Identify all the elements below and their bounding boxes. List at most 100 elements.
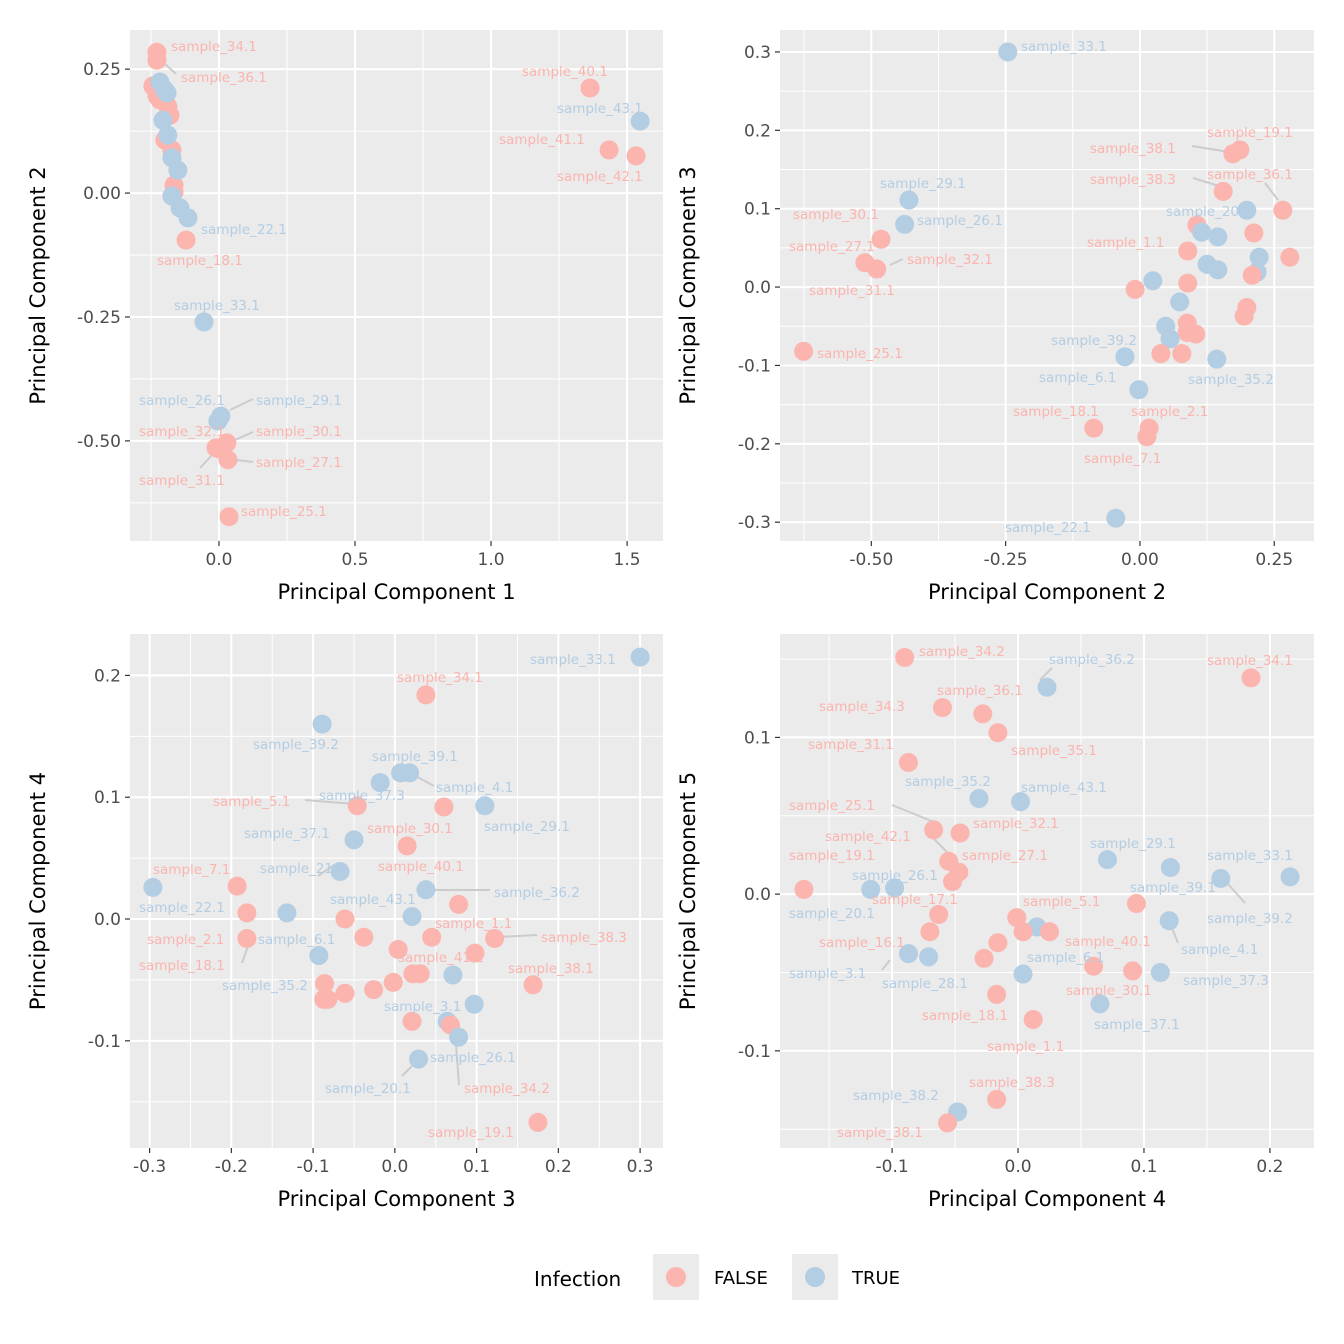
data-point-true bbox=[998, 42, 1018, 62]
label-leader-line bbox=[236, 459, 254, 463]
point-label: sample_18.1 bbox=[157, 253, 243, 269]
data-point-false bbox=[1178, 273, 1198, 293]
panel-1: 0.0 0.5 1.0 1.5 0.25 0.00 -0.25 -0.50 Principal … bbox=[26, 30, 663, 604]
point-label: sample_31.1 bbox=[809, 283, 895, 299]
data-point-false bbox=[147, 50, 167, 70]
data-point-false bbox=[1040, 922, 1060, 942]
data-point-true bbox=[885, 878, 905, 898]
x-axis-title: Principal Component 2 bbox=[928, 580, 1166, 604]
data-point-false bbox=[364, 980, 384, 1000]
point-label: sample_4.1 bbox=[436, 780, 513, 796]
data-point-false bbox=[626, 146, 646, 166]
data-point-false bbox=[794, 879, 814, 899]
data-point-false bbox=[318, 989, 338, 1009]
data-point-true bbox=[1211, 868, 1231, 888]
data-point-true bbox=[1208, 260, 1228, 280]
data-point-false bbox=[1178, 241, 1198, 261]
data-point-false bbox=[1280, 247, 1300, 267]
y-tick-label: -0.1 bbox=[738, 356, 771, 376]
y-tick-label: 0.0 bbox=[744, 278, 771, 298]
data-point-true bbox=[312, 714, 332, 734]
point-label: sample_18.1 bbox=[922, 1008, 1008, 1024]
data-point-false bbox=[924, 820, 944, 840]
point-label: sample_35.1 bbox=[1011, 743, 1097, 759]
x-tick-label: 0.5 bbox=[341, 550, 368, 570]
x-tick-label: 0.2 bbox=[545, 1157, 572, 1177]
data-point-false bbox=[1137, 427, 1157, 447]
point-label: sample_43.1 bbox=[557, 101, 643, 117]
point-label: sample_36.1 bbox=[937, 683, 1023, 699]
x-tick-label: -0.1 bbox=[297, 1157, 330, 1177]
data-point-false bbox=[523, 975, 543, 995]
y-axis-title: Principal Component 5 bbox=[676, 772, 700, 1010]
x-tick-label: 0.2 bbox=[1256, 1157, 1283, 1177]
data-point-true bbox=[1280, 867, 1300, 887]
point-label: sample_31.1 bbox=[808, 737, 894, 753]
y-tick-label: 0.1 bbox=[94, 788, 121, 808]
x-tick-label: -0.3 bbox=[133, 1157, 166, 1177]
point-label: sample_20.1 bbox=[1166, 204, 1252, 220]
point-label: sample_39.2 bbox=[1051, 333, 1137, 349]
point-label: sample_34.2 bbox=[464, 1081, 550, 1097]
point-label: sample_30.1 bbox=[1066, 983, 1152, 999]
data-point-false bbox=[422, 927, 442, 947]
point-label: sample_39.1 bbox=[1130, 880, 1216, 896]
data-point-false bbox=[237, 903, 257, 923]
point-label: sample_40.1 bbox=[522, 64, 608, 80]
data-point-true bbox=[443, 965, 463, 985]
point-label: sample_1.1 bbox=[435, 916, 512, 932]
point-label: sample_30.1 bbox=[793, 207, 879, 223]
label-leader-line bbox=[1171, 927, 1179, 944]
point-label: sample_38.1 bbox=[1090, 141, 1176, 157]
x-tick-label: 1.0 bbox=[478, 550, 505, 570]
point-label: sample_30.1 bbox=[256, 424, 342, 440]
data-point-false bbox=[1126, 894, 1146, 914]
data-point-false bbox=[237, 929, 257, 949]
point-label: sample_37.3 bbox=[1183, 973, 1269, 989]
y-axis-title: Principal Component 3 bbox=[676, 166, 700, 404]
x-tick-label: 1.5 bbox=[614, 550, 641, 570]
point-label: sample_26.1 bbox=[139, 393, 225, 409]
point-label: sample_34.1 bbox=[171, 39, 257, 55]
point-label: sample_38.3 bbox=[541, 930, 627, 946]
point-label: sample_29.1 bbox=[1090, 836, 1176, 852]
point-label: sample_31.1 bbox=[139, 473, 225, 489]
data-point-true bbox=[1143, 271, 1163, 291]
data-point-false bbox=[1013, 922, 1033, 942]
data-point-true bbox=[475, 796, 495, 816]
data-point-false bbox=[943, 872, 963, 892]
point-label: sample_22.1 bbox=[201, 222, 287, 238]
point-label: sample_3.1 bbox=[384, 999, 461, 1015]
data-point-true bbox=[1150, 962, 1170, 982]
label-leader-line bbox=[1191, 145, 1230, 153]
label-leader-line bbox=[891, 804, 935, 823]
data-point-false bbox=[1241, 668, 1261, 688]
point-label: sample_32.1 bbox=[973, 816, 1059, 832]
data-point-false bbox=[383, 972, 403, 992]
point-label: sample_20.1 bbox=[789, 906, 875, 922]
label-leader-line bbox=[164, 63, 177, 75]
data-point-false bbox=[988, 723, 1008, 743]
data-point-true bbox=[630, 111, 650, 131]
y-tick-label: 0.00 bbox=[83, 184, 121, 204]
y-axis-title: Principal Component 2 bbox=[26, 166, 50, 404]
x-tick-label: 0.1 bbox=[463, 1157, 490, 1177]
data-point-true bbox=[895, 214, 915, 234]
data-point-true bbox=[1011, 792, 1031, 812]
point-label: sample_42.1 bbox=[825, 829, 911, 845]
point-label: sample_32.1 bbox=[139, 424, 225, 440]
data-point-true bbox=[400, 763, 420, 783]
data-point-false bbox=[938, 1113, 958, 1133]
data-point-true bbox=[143, 877, 163, 897]
point-label: sample_7.1 bbox=[1084, 451, 1161, 467]
point-label: sample_33.1 bbox=[1021, 39, 1107, 55]
point-label: sample_22.1 bbox=[1005, 520, 1091, 536]
label-leader-line bbox=[304, 799, 356, 805]
x-axis-title: Principal Component 1 bbox=[277, 580, 515, 604]
point-label: sample_43.1 bbox=[1021, 780, 1107, 796]
y-tick-label: 0.3 bbox=[744, 43, 771, 63]
data-point-false bbox=[932, 698, 952, 718]
point-label: sample_7.1 bbox=[153, 862, 230, 878]
point-label: sample_36.2 bbox=[1049, 652, 1135, 668]
